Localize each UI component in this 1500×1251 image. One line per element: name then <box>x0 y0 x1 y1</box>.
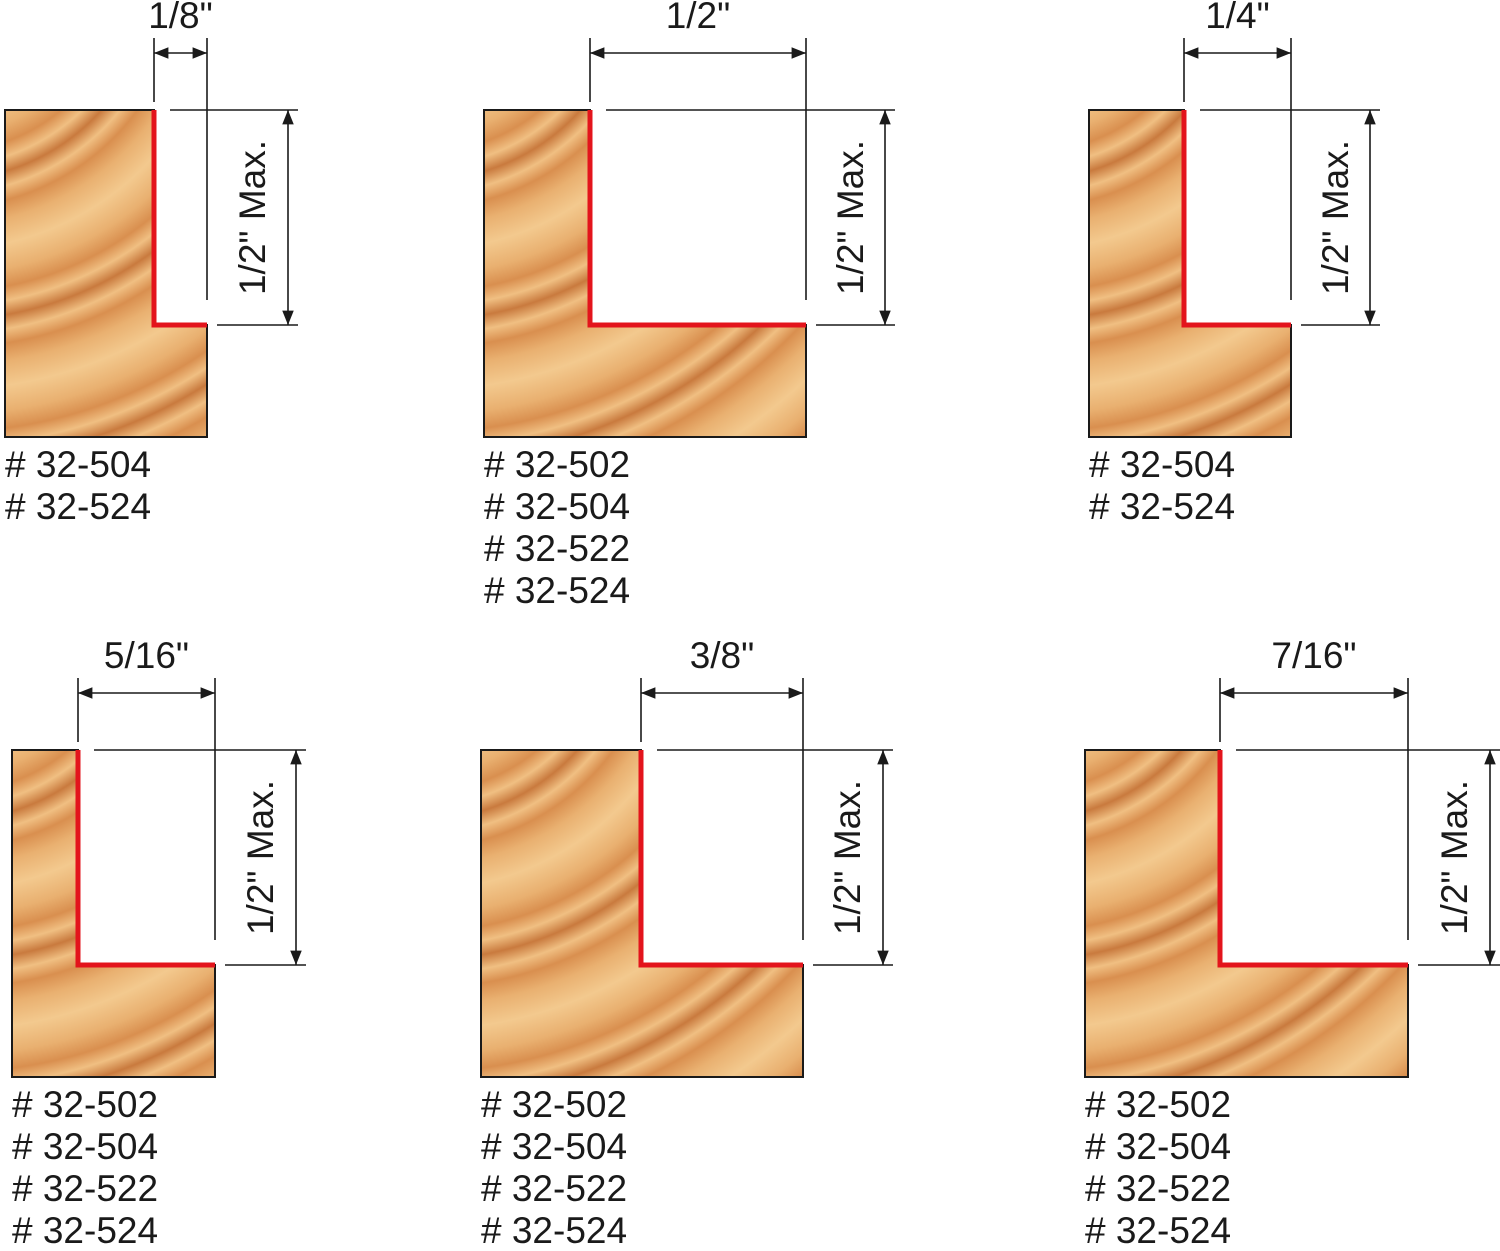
part-number: # 32-504 <box>484 486 630 527</box>
part-number: # 32-522 <box>484 528 630 569</box>
part-number: # 32-504 <box>481 1126 627 1167</box>
part-number: # 32-524 <box>1085 1210 1231 1251</box>
part-number: # 32-522 <box>1085 1168 1231 1209</box>
part-number: # 32-504 <box>1085 1126 1231 1167</box>
wood-block <box>11 749 216 1078</box>
panel: 3/8" 1/2" Max. # 32-502# 32-504# 32-522# 3… <box>480 635 893 1251</box>
width-label: 1/4" <box>1205 0 1270 36</box>
part-number: # 32-522 <box>481 1168 627 1209</box>
cut-profile <box>1217 750 1408 968</box>
cut-profile <box>151 110 207 328</box>
cut-profile <box>75 750 215 968</box>
part-number: # 32-524 <box>484 570 630 611</box>
cut-profile <box>587 110 806 328</box>
part-number: # 32-524 <box>481 1210 627 1251</box>
part-number: # 32-524 <box>1089 486 1235 527</box>
height-label: 1/2" Max. <box>1434 780 1475 935</box>
panel: 1/2" 1/2" Max. # 32-502# 32-504# 32-522# 3… <box>483 0 895 611</box>
part-number: # 32-524 <box>12 1210 158 1251</box>
part-number: # 32-502 <box>484 444 630 485</box>
panel: 5/16" 1/2" Max. # 32-502# 32-504# 32-522# … <box>11 635 306 1251</box>
panel: 1/8" 1/2" Max. # 32-504# 32-524 <box>4 0 298 527</box>
wood-block <box>1084 749 1409 1078</box>
width-label: 5/16" <box>104 635 189 676</box>
wood-block <box>4 109 208 438</box>
height-label: 1/2" Max. <box>827 780 868 935</box>
part-number: # 32-504 <box>12 1126 158 1167</box>
height-label: 1/2" Max. <box>240 780 281 935</box>
width-label: 7/16" <box>1271 635 1356 676</box>
part-number: # 32-502 <box>12 1084 158 1125</box>
width-label: 1/8" <box>148 0 213 36</box>
wood-block <box>1088 109 1292 438</box>
height-label: 1/2" Max. <box>1315 140 1356 295</box>
part-number: # 32-522 <box>12 1168 158 1209</box>
part-number: # 32-502 <box>1085 1084 1231 1125</box>
cut-profile <box>1181 110 1291 328</box>
wood-block <box>483 109 807 438</box>
part-number: # 32-504 <box>1089 444 1235 485</box>
panel: 7/16" 1/2" Max. # 32-502# 32-504# 32-522# … <box>1084 635 1500 1251</box>
panel: 1/4" 1/2" Max. # 32-504# 32-524 <box>1088 0 1380 527</box>
part-number: # 32-504 <box>5 444 151 485</box>
part-number: # 32-524 <box>5 486 151 527</box>
part-number: # 32-502 <box>481 1084 627 1125</box>
width-label: 1/2" <box>666 0 731 36</box>
height-label: 1/2" Max. <box>232 140 273 295</box>
height-label: 1/2" Max. <box>830 140 871 295</box>
width-label: 3/8" <box>690 635 755 676</box>
cut-profile <box>638 750 803 968</box>
